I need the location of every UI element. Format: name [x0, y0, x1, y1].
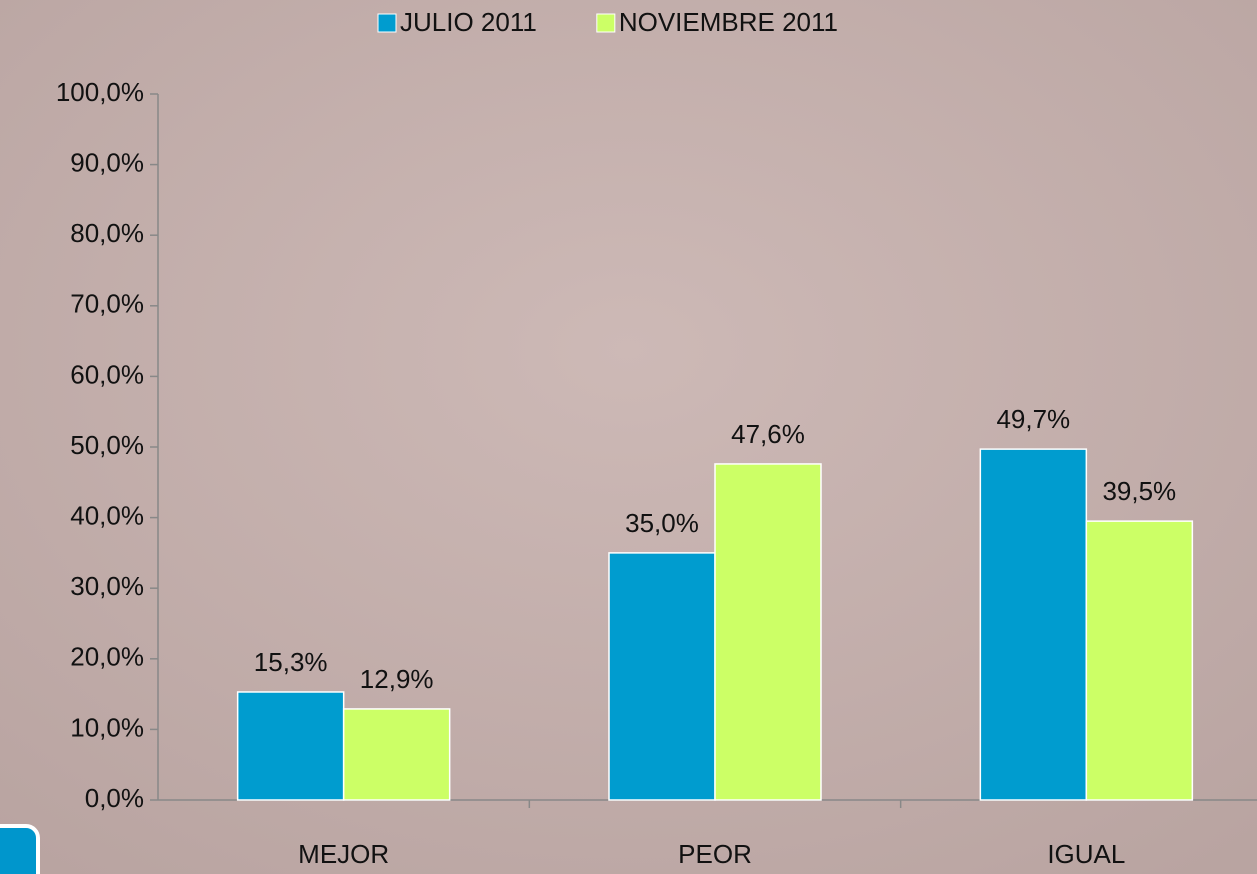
y-tick-label: 40,0%	[70, 500, 144, 530]
legend-label: JULIO 2011	[400, 7, 537, 37]
legend-label: NOVIEMBRE 2011	[619, 7, 838, 37]
page: 0,0% 10,0% 20,0% 30,0% 40,0% 50,0% 60,0% 70,0% 8…	[0, 0, 1257, 874]
y-tick-label: 80,0%	[70, 218, 144, 248]
y-tick-label: 0,0%	[85, 783, 144, 813]
y-tick-label: 90,0%	[70, 147, 144, 177]
y-tick-label: 30,0%	[70, 571, 144, 601]
chart: 0,0% 10,0% 20,0% 30,0% 40,0% 50,0% 60,0% 70,0% 8…	[0, 0, 1257, 874]
bar	[609, 553, 715, 800]
value-label: 12,9%	[360, 664, 434, 694]
x-tick-label: IGUAL	[1047, 839, 1125, 869]
legend-swatch	[378, 14, 396, 32]
y-tick-label: 20,0%	[70, 642, 144, 672]
bar	[1086, 521, 1192, 800]
value-label: 35,0%	[625, 508, 699, 538]
legend-swatch	[597, 14, 615, 32]
bar	[980, 449, 1086, 800]
y-tick-label: 60,0%	[70, 359, 144, 389]
x-tick-label: PEOR	[678, 839, 752, 869]
value-label: 39,5%	[1102, 476, 1176, 506]
bar	[344, 709, 450, 800]
y-tick-label: 70,0%	[70, 289, 144, 319]
y-tick-label: 50,0%	[70, 430, 144, 460]
y-tick-label: 10,0%	[70, 712, 144, 742]
value-label: 49,7%	[996, 404, 1070, 434]
bar	[238, 692, 344, 800]
y-tick-label: 100,0%	[56, 77, 144, 107]
decoration	[0, 826, 38, 874]
bar	[715, 464, 821, 800]
value-label: 15,3%	[254, 647, 328, 677]
x-tick-label: MEJOR	[298, 839, 389, 869]
value-label: 47,6%	[731, 419, 805, 449]
